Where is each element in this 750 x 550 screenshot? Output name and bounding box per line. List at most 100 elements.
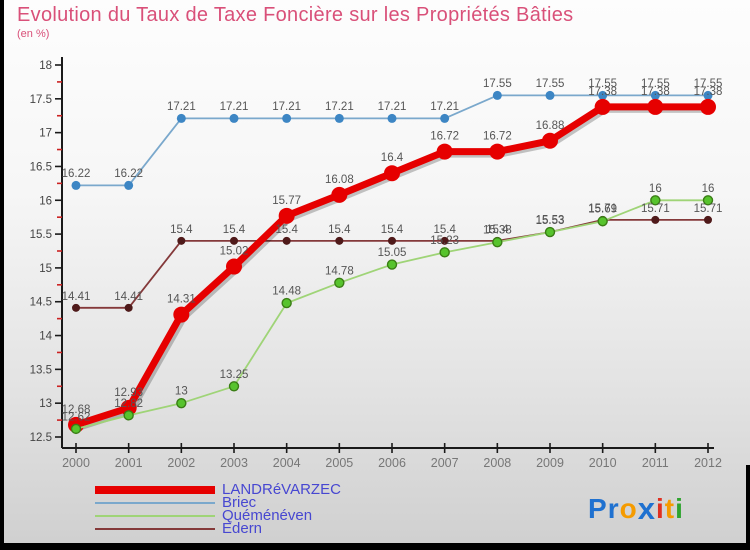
- data-point: [700, 98, 716, 115]
- data-point: [177, 236, 186, 245]
- data-point: [703, 90, 713, 100]
- chart-header: Evolution du Taux de Taxe Foncière sur l…: [17, 4, 573, 40]
- legend-swatch: [95, 514, 215, 517]
- y-axis-label: 12.5: [30, 432, 52, 444]
- frame-border-left: [0, 0, 4, 550]
- value-label: 17.55: [536, 78, 565, 90]
- legend-label: Edern: [222, 520, 263, 537]
- value-label: 16.08: [325, 174, 354, 186]
- value-label: 17.55: [641, 78, 670, 90]
- data-point: [282, 113, 292, 123]
- data-point: [124, 180, 134, 190]
- data-point: [173, 306, 190, 323]
- data-point: [226, 258, 242, 275]
- value-label: 15.77: [272, 195, 301, 207]
- value-label: 15.05: [378, 247, 407, 259]
- value-label: 17.21: [325, 101, 354, 113]
- y-axis-label: 16.5: [30, 161, 52, 173]
- value-label: 15.38: [483, 225, 512, 237]
- value-label: 15.4: [170, 224, 193, 236]
- data-point: [597, 216, 608, 227]
- data-point: [440, 236, 449, 245]
- data-point: [331, 186, 348, 203]
- y-axis-label: 16: [39, 195, 52, 207]
- legend-item-2: Quéménéven: [95, 508, 341, 523]
- data-point: [334, 277, 345, 288]
- x-axis-label: 2006: [378, 456, 406, 470]
- legend-item-3: Edern: [95, 520, 341, 537]
- logo-letter: x: [637, 491, 656, 526]
- data-point: [176, 113, 186, 123]
- data-point: [70, 423, 82, 435]
- value-label: 15.71: [641, 203, 670, 215]
- logo-letter: i: [675, 493, 684, 524]
- legend-label: Briec: [222, 494, 257, 511]
- legend-label: LANDRéVARZEC: [222, 481, 341, 498]
- value-label: 17.55: [588, 78, 617, 90]
- value-label: 16: [702, 183, 715, 195]
- logo-letter: t: [664, 493, 676, 524]
- value-label: 16: [649, 183, 662, 195]
- value-label: 17.55: [483, 78, 512, 90]
- y-axis-label: 17.5: [30, 94, 52, 106]
- value-label: 17.38: [641, 86, 670, 98]
- value-label: 14.31: [167, 294, 196, 306]
- y-axis-label: 15.5: [30, 229, 52, 241]
- data-point: [230, 236, 238, 245]
- y-axis-label: 17: [39, 128, 52, 140]
- y-axis-label: 13: [39, 398, 52, 410]
- legend-swatch: [95, 527, 215, 530]
- data-point: [120, 399, 137, 416]
- logo-letter: i: [655, 493, 665, 524]
- page-title: Evolution du Taux de Taxe Foncière sur l…: [17, 4, 574, 26]
- value-label: 14.48: [272, 286, 301, 298]
- x-axis-label: 2002: [167, 456, 195, 470]
- data-point: [702, 195, 714, 206]
- legend-item-0: LANDRéVARZEC: [95, 481, 341, 498]
- proxiti-logo: Proxiti: [588, 490, 684, 526]
- value-label: 12.93: [114, 387, 143, 399]
- data-point: [281, 297, 292, 309]
- x-axis-label: 2011: [642, 456, 669, 470]
- value-label: 16.22: [62, 168, 91, 180]
- value-label: 12.82: [114, 398, 143, 410]
- value-label: 12.68: [62, 404, 91, 416]
- data-point: [386, 259, 398, 270]
- data-point: [72, 303, 80, 312]
- data-point: [492, 90, 502, 100]
- value-label: 15.53: [536, 215, 565, 227]
- x-axis-label: 2012: [694, 456, 722, 470]
- value-label: 14.41: [62, 291, 91, 303]
- data-point: [544, 226, 556, 238]
- value-label: 15.4: [275, 224, 298, 236]
- logo-letter: r: [607, 493, 620, 524]
- data-point: [334, 113, 344, 123]
- data-point: [439, 247, 450, 258]
- x-axis-label: 2001: [115, 456, 143, 470]
- data-point: [228, 381, 240, 392]
- value-label: 16.4: [381, 152, 404, 164]
- y-axis-label: 15: [39, 263, 52, 275]
- value-label: 16.88: [536, 120, 565, 132]
- value-label: 15.23: [430, 235, 459, 247]
- value-label: 17.21: [430, 101, 459, 113]
- data-point: [282, 236, 291, 245]
- x-axis-label: 2004: [273, 456, 301, 470]
- value-label: 16.72: [430, 131, 459, 143]
- x-axis-label: 2005: [325, 456, 353, 470]
- value-label: 17.38: [588, 86, 617, 98]
- data-point: [650, 195, 661, 206]
- value-label: 17.55: [694, 78, 723, 90]
- data-point: [651, 215, 660, 224]
- value-label: 16.22: [114, 168, 143, 180]
- data-point: [492, 237, 503, 248]
- y-axis-label: 14: [39, 331, 52, 343]
- value-label: 17.21: [272, 101, 301, 113]
- page-subtitle: (en %): [17, 28, 50, 40]
- chart-canvas: 12.5 13 13.5 14 14.5 15 15.5 16 16.5 17 17.5 18 2000…: [30, 57, 723, 470]
- data-point: [229, 113, 239, 123]
- data-point: [384, 165, 400, 182]
- data-point: [124, 303, 133, 312]
- value-label: 17.21: [378, 101, 407, 113]
- value-label: 15.53: [536, 215, 565, 227]
